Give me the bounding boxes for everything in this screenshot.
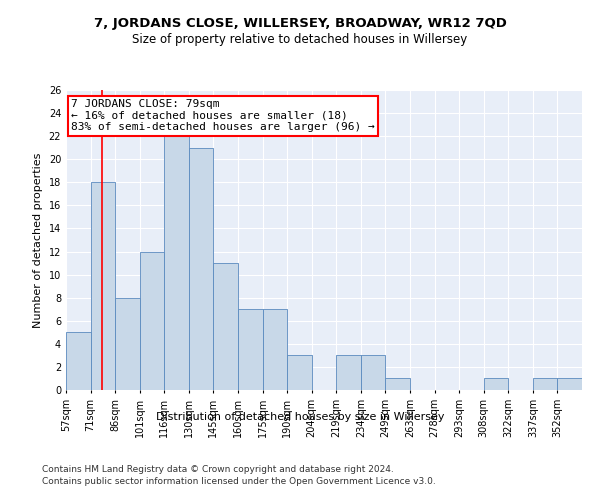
Text: Size of property relative to detached houses in Willersey: Size of property relative to detached ho… xyxy=(133,32,467,46)
Bar xyxy=(91,182,115,390)
Bar xyxy=(140,252,164,390)
Y-axis label: Number of detached properties: Number of detached properties xyxy=(33,152,43,328)
Bar xyxy=(214,263,238,390)
Bar xyxy=(115,298,140,390)
Bar xyxy=(287,356,312,390)
Bar xyxy=(238,309,263,390)
Bar xyxy=(557,378,582,390)
Bar xyxy=(361,356,385,390)
Text: Contains public sector information licensed under the Open Government Licence v3: Contains public sector information licen… xyxy=(42,478,436,486)
Bar xyxy=(336,356,361,390)
Bar xyxy=(484,378,508,390)
Bar xyxy=(263,309,287,390)
Text: 7 JORDANS CLOSE: 79sqm
← 16% of detached houses are smaller (18)
83% of semi-det: 7 JORDANS CLOSE: 79sqm ← 16% of detached… xyxy=(71,99,375,132)
Bar xyxy=(533,378,557,390)
Bar xyxy=(385,378,410,390)
Text: Distribution of detached houses by size in Willersey: Distribution of detached houses by size … xyxy=(156,412,444,422)
Bar xyxy=(66,332,91,390)
Bar xyxy=(189,148,214,390)
Text: Contains HM Land Registry data © Crown copyright and database right 2024.: Contains HM Land Registry data © Crown c… xyxy=(42,465,394,474)
Bar xyxy=(164,136,189,390)
Text: 7, JORDANS CLOSE, WILLERSEY, BROADWAY, WR12 7QD: 7, JORDANS CLOSE, WILLERSEY, BROADWAY, W… xyxy=(94,18,506,30)
